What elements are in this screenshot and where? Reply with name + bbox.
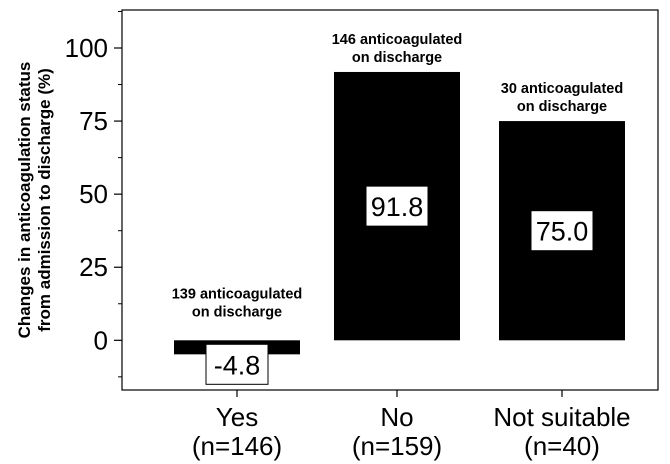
y-axis-ticks: 0 25 50 75 100 xyxy=(65,10,122,378)
value-label-box xyxy=(365,185,429,227)
x-category-count: (n=146) xyxy=(192,431,282,461)
bar-annotation-line-1: 139 anticoagulated xyxy=(172,286,303,302)
y-tick-label: 75 xyxy=(79,106,108,136)
value-label-box xyxy=(205,343,269,385)
x-category-label: No xyxy=(380,402,413,432)
bars: -4.8 139 anticoagulated on discharge 91.8 14… xyxy=(172,32,625,385)
value-label: 75.0 xyxy=(536,217,589,247)
bar-annotation-line-2: on discharge xyxy=(517,99,607,115)
bar-annotation-line-2: on discharge xyxy=(192,304,282,320)
y-axis-label-line-1: Changes in anticoagulation status xyxy=(15,62,34,339)
x-category-label: Yes xyxy=(216,402,258,432)
y-tick-label: 50 xyxy=(79,179,108,209)
bar-annotation-line-2: on discharge xyxy=(352,50,442,66)
value-label: 91.8 xyxy=(371,192,424,222)
y-axis-label: Changes in anticoagulation status from a… xyxy=(15,62,54,339)
x-category-count: (n=159) xyxy=(352,431,442,461)
x-category-count: (n=40) xyxy=(524,431,600,461)
x-axis-labels: Yes(n=146) No(n=159) Not suitable(n=40) xyxy=(192,390,631,461)
y-axis-label-line-2: from admission to discharge (%) xyxy=(35,68,54,332)
bar-annotation-line-1: 146 anticoagulated xyxy=(332,32,463,48)
x-category-label: Not suitable xyxy=(493,402,630,432)
y-tick-label: 0 xyxy=(94,325,108,355)
y-tick-label: 25 xyxy=(79,252,108,282)
bar-annotation-line-1: 30 anticoagulated xyxy=(501,81,623,97)
y-tick-label: 100 xyxy=(65,33,108,63)
value-label-box xyxy=(530,210,594,252)
value-label: -4.8 xyxy=(214,350,261,380)
